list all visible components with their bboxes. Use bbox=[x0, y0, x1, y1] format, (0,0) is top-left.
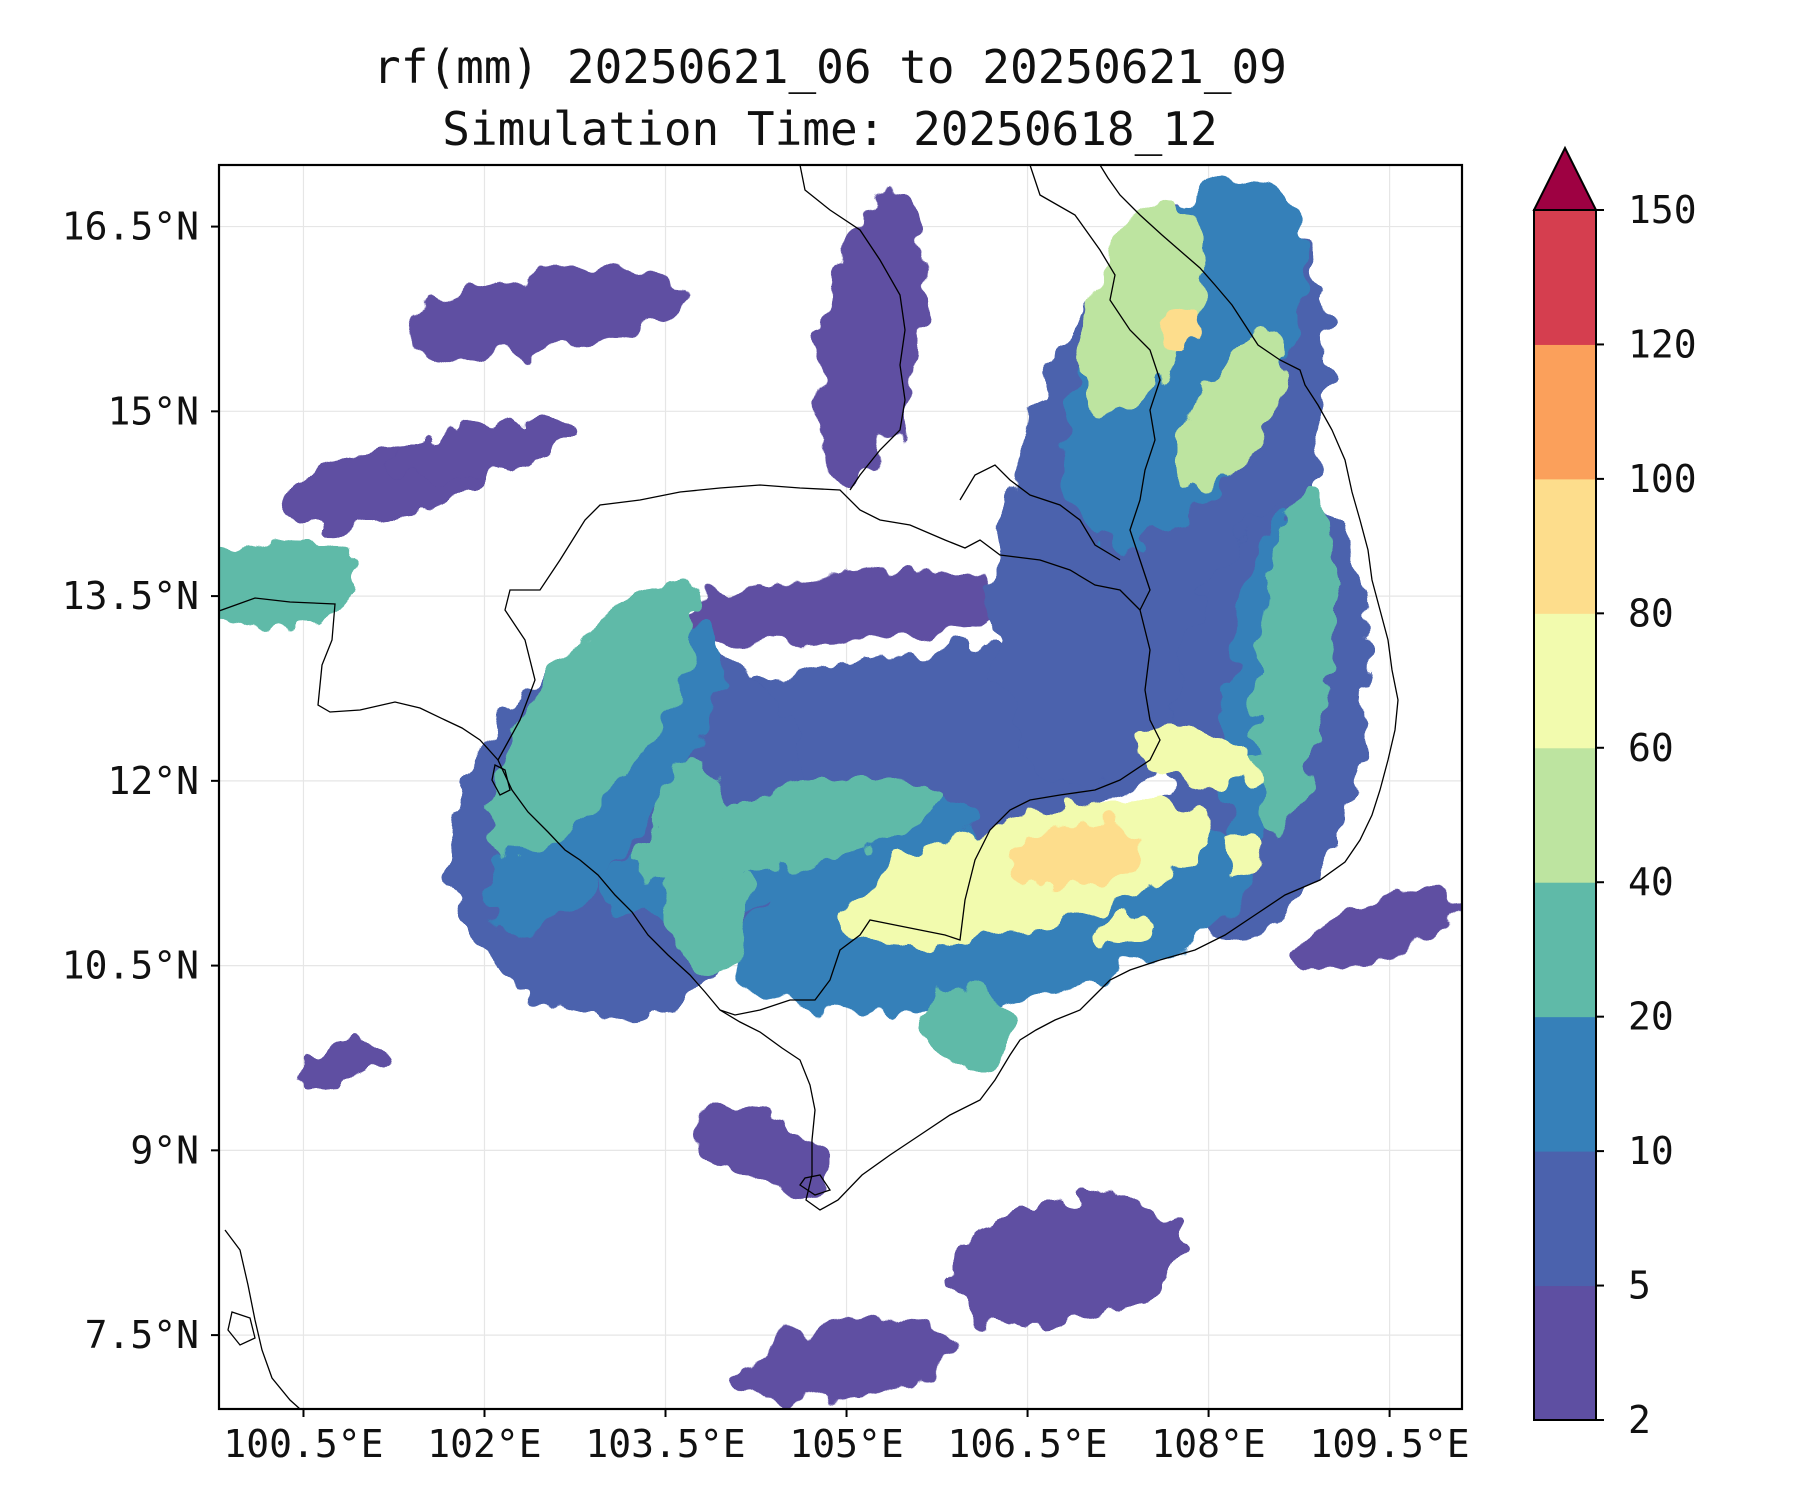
colorbar-label: 20 bbox=[1628, 995, 1674, 1039]
colorbar-label: 2 bbox=[1628, 1398, 1651, 1442]
colorbar-label: 10 bbox=[1628, 1129, 1674, 1173]
colorbar-label: 150 bbox=[1628, 188, 1697, 232]
x-tick-label: 100.5°E bbox=[223, 1422, 383, 1466]
x-tick-label: 106.5°E bbox=[947, 1422, 1107, 1466]
x-tick-label: 102°E bbox=[427, 1422, 541, 1466]
rain-cell bbox=[739, 1318, 954, 1401]
rain-cell bbox=[696, 1102, 828, 1199]
colorbar-label: 40 bbox=[1628, 860, 1674, 904]
y-tick-label: 15°N bbox=[107, 389, 199, 433]
rain-cell bbox=[1078, 200, 1206, 413]
rain-cell bbox=[219, 540, 364, 628]
colorbar: 2 5 10 20 40 60 80 100 120 150 bbox=[1532, 145, 1697, 1442]
border-cambodia bbox=[497, 484, 1161, 1016]
y-tick-label: 9°N bbox=[130, 1128, 199, 1172]
y-tick-label: 7.5°N bbox=[85, 1313, 199, 1357]
colorbar-label: 5 bbox=[1628, 1264, 1651, 1308]
y-axis-ticks: 16.5°N 15°N 13.5°N 12°N 10.5°N 9°N 7.5°N bbox=[62, 205, 219, 1357]
colorbar-segment bbox=[1534, 882, 1596, 1018]
rain-cell bbox=[295, 1037, 385, 1091]
colorbar-segment bbox=[1534, 210, 1596, 345]
colorbar-segment bbox=[1534, 1151, 1596, 1287]
colorbar-segment bbox=[1534, 344, 1596, 480]
rain-cell bbox=[1063, 178, 1306, 546]
border-laos-cambodia bbox=[959, 464, 1121, 561]
coastline-gulf-of-thailand bbox=[219, 165, 1399, 1211]
rain-cell bbox=[1230, 832, 1260, 877]
island-koh-kong bbox=[491, 764, 511, 796]
plot-frame bbox=[217, 163, 1464, 1411]
colorbar-label: 120 bbox=[1628, 322, 1697, 366]
island-samui bbox=[227, 1311, 256, 1346]
title-line-1: rf(mm) 20250621_06 to 20250621_09 bbox=[373, 40, 1287, 94]
map-title: rf(mm) 20250621_06 to 20250621_09 Simula… bbox=[210, 36, 1450, 160]
rain-cell bbox=[488, 583, 698, 855]
rain-cell bbox=[389, 418, 580, 478]
colorbar-segment bbox=[1534, 478, 1596, 614]
coastlines-borders bbox=[219, 165, 1399, 1409]
y-tick-label: 13.5°N bbox=[62, 574, 199, 618]
rain-cell bbox=[1297, 887, 1458, 970]
rain-cell bbox=[401, 271, 689, 355]
rain-cell bbox=[1253, 485, 1333, 830]
x-tick-label: 105°E bbox=[789, 1422, 903, 1466]
rainfall-field bbox=[219, 178, 1458, 1401]
rain-cell bbox=[920, 988, 1015, 1066]
colorbar-segment bbox=[1534, 1016, 1596, 1152]
colorbar-label: 100 bbox=[1628, 457, 1697, 501]
colorbar-frame bbox=[1533, 209, 1597, 1421]
y-tick-label: 12°N bbox=[107, 759, 199, 803]
rain-cell bbox=[1132, 726, 1261, 786]
colorbar-segment bbox=[1534, 1285, 1596, 1421]
colorbar-segment bbox=[1534, 613, 1596, 749]
rain-cell bbox=[632, 781, 940, 879]
x-tick-label: 109.5°E bbox=[1310, 1422, 1470, 1466]
x-tick-label: 103.5°E bbox=[585, 1422, 745, 1466]
rain-cell bbox=[816, 191, 925, 484]
rain-cell bbox=[1010, 822, 1142, 888]
rain-cell bbox=[1093, 913, 1155, 944]
colorbar-extend-arrow bbox=[1532, 145, 1598, 211]
island-phu-quoc bbox=[799, 1174, 832, 1196]
y-tick-label: 16.5°N bbox=[62, 205, 199, 249]
colorbar-label: 80 bbox=[1628, 591, 1674, 635]
title-line-2: Simulation Time: 20250618_12 bbox=[442, 102, 1218, 156]
coastline-malay-peninsula bbox=[224, 1229, 301, 1409]
colorbar-segment bbox=[1534, 747, 1596, 883]
x-axis-ticks: 100.5°E 102°E 103.5°E 105°E 106.5°E 108°E 109.… bbox=[223, 1409, 1470, 1466]
y-tick-label: 10.5°N bbox=[62, 944, 199, 988]
colorbar-label: 60 bbox=[1628, 726, 1674, 770]
rain-cell bbox=[944, 1197, 1184, 1326]
border-laos-thailand bbox=[799, 165, 906, 491]
rain-cell bbox=[1156, 304, 1201, 359]
rain-cell bbox=[677, 569, 1016, 648]
border-laos-vietnam bbox=[1029, 165, 1161, 611]
rain-cell bbox=[1179, 334, 1287, 489]
x-tick-label: 108°E bbox=[1151, 1422, 1265, 1466]
